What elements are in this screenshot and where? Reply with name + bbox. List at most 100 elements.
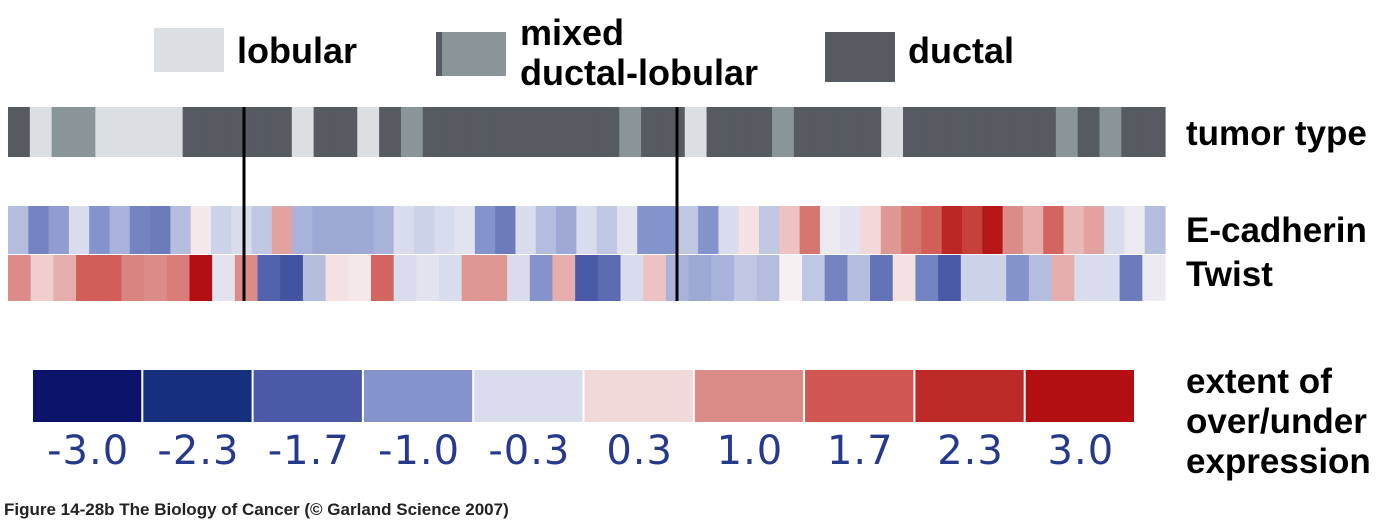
twist-cell: [302, 255, 327, 301]
legend-swatch-3: [825, 32, 895, 82]
ecadherin-cell: [474, 206, 496, 254]
ecadherin-cell: [637, 206, 659, 254]
ecadherin-cell: [231, 206, 253, 254]
ecadherin-cell: [759, 206, 780, 254]
ecadherin-cell: [962, 206, 983, 254]
twist-cell: [257, 255, 281, 301]
ecadherin-cell: [413, 206, 435, 254]
twist-cell: [529, 255, 554, 301]
legend-swatch-edge: [436, 32, 442, 76]
tumor-cell: [400, 107, 424, 157]
tumor-cell: [531, 107, 555, 157]
tumor-cell: [488, 107, 511, 157]
tumor-cell: [248, 107, 271, 157]
twist-cell: [144, 255, 168, 301]
twist-cell: [620, 255, 644, 301]
scale-swatch: [363, 370, 473, 422]
scale-swatch: [915, 370, 1024, 422]
tumor-cell: [641, 107, 664, 157]
twist-cell: [30, 255, 54, 301]
scale-swatch: [474, 370, 583, 422]
tumor-cell: [968, 107, 991, 157]
scale-swatch: [584, 370, 693, 422]
twist-cell: [507, 255, 531, 301]
twist-cell: [1142, 255, 1166, 301]
twist-cell: [280, 255, 304, 301]
tumor-cell: [706, 107, 729, 157]
twist-cell: [461, 255, 486, 301]
ecadherin-cell: [941, 206, 963, 254]
ecadherin-cell: [535, 206, 557, 254]
ecadherin-cell: [393, 206, 415, 254]
tumor-cell: [924, 107, 948, 157]
ecadherin-cell: [68, 206, 90, 254]
tumor-cell: [903, 107, 926, 157]
twist-cell: [393, 255, 417, 301]
legend-swatch-2: [436, 32, 506, 76]
tumor-cell: [837, 107, 860, 157]
tumor-cell: [510, 107, 533, 157]
ecadherin-cell: [901, 206, 923, 254]
tumor-cell: [881, 107, 904, 157]
tumor-cell: [379, 107, 402, 157]
ecadherin-row: [8, 206, 1166, 254]
scale-swatch: [805, 370, 914, 422]
legend-label-ductal: ductal: [908, 30, 1015, 71]
scale-tick-label: 1.7: [826, 428, 894, 474]
row-label-ecadherin: E-cadherin: [1186, 211, 1367, 250]
ecadherin-cell: [373, 206, 395, 254]
tumor-cell: [335, 107, 358, 157]
tumor-cell: [619, 107, 642, 157]
tumor-cell: [1077, 107, 1101, 157]
ecadherin-cell: [251, 206, 273, 254]
twist-cell: [870, 255, 894, 301]
tumor-cell: [1055, 107, 1079, 157]
twist-cell: [597, 255, 622, 301]
ecadherin-cell: [28, 206, 50, 254]
legend-swatch-1: [154, 28, 224, 72]
tumor-cell: [444, 107, 468, 157]
tumor-cell: [946, 107, 970, 157]
twist-cell: [575, 255, 599, 301]
scale-tick-label: -1.0: [378, 428, 461, 474]
figure-caption: Figure 14-28b The Biology of Cancer (© G…: [4, 500, 509, 519]
tumor-cell: [51, 107, 75, 157]
ecadherin-cell: [48, 206, 70, 254]
tumor-cell: [815, 107, 839, 157]
group-dividers: [242, 107, 679, 301]
ecadherin-cell: [1083, 206, 1105, 254]
scale-tick-label: -2.3: [157, 428, 240, 474]
tumor-cell: [772, 107, 795, 157]
ecadherin-cell: [1144, 206, 1166, 254]
tumor-cell: [1034, 107, 1057, 157]
tumor-cell: [793, 107, 817, 157]
tumor-cell: [728, 107, 751, 157]
tumor-cell: [313, 107, 337, 157]
twist-cell: [484, 255, 508, 301]
twist-row: [8, 255, 1166, 301]
twist-cell: [348, 255, 372, 301]
twist-cell: [416, 255, 440, 301]
twist-cell: [1028, 255, 1053, 301]
scale-tick-label: -0.3: [488, 428, 571, 474]
tumor-cell: [553, 107, 577, 157]
ecadherin-cell: [353, 206, 374, 254]
tumor-cell: [1012, 107, 1035, 157]
tumor-cell: [269, 107, 293, 157]
twist-cell: [76, 255, 100, 301]
twist-cell: [1096, 255, 1121, 301]
ecadherin-cell: [129, 206, 151, 254]
tumor-cell: [138, 107, 162, 157]
ecadherin-cell: [576, 206, 598, 254]
tumor-cell: [8, 107, 31, 157]
twist-cell: [892, 255, 917, 301]
ecadherin-cell: [921, 206, 943, 254]
ecadherin-cell: [1002, 206, 1024, 254]
ecadherin-cell: [495, 206, 517, 254]
ecadherin-cell: [1104, 206, 1126, 254]
scale-swatch: [694, 370, 804, 422]
tumor-cell: [1143, 107, 1166, 157]
tumor-cell: [182, 107, 206, 157]
twist-cell: [711, 255, 735, 301]
